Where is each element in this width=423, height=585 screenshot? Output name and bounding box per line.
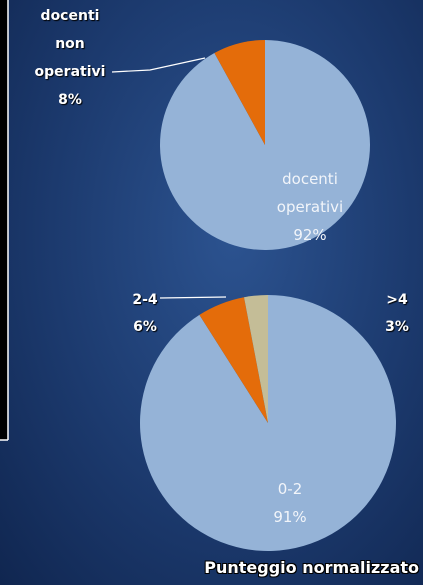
slice-category: docenti operativi: [255, 165, 365, 221]
slice-value-label: 8%: [58, 86, 82, 114]
page: (() => { const data = JSON.parse(documen…: [0, 0, 423, 585]
slice-value-label: 6%: [133, 313, 157, 341]
slice-category: 2-4: [132, 286, 157, 314]
leader-line: [112, 58, 205, 72]
leader-line: [160, 297, 226, 298]
slice-category: >4: [386, 286, 407, 314]
side-panel: [0, 0, 8, 440]
slice-category: 0-2: [278, 475, 303, 503]
slice-value-label: 3%: [385, 313, 409, 341]
annotation: Punteggio normalizzato: [204, 558, 419, 577]
slice-category: docenti non operativi: [25, 2, 115, 86]
slice-value-label: 91%: [273, 503, 306, 531]
slice-value-label: 92%: [293, 221, 326, 249]
